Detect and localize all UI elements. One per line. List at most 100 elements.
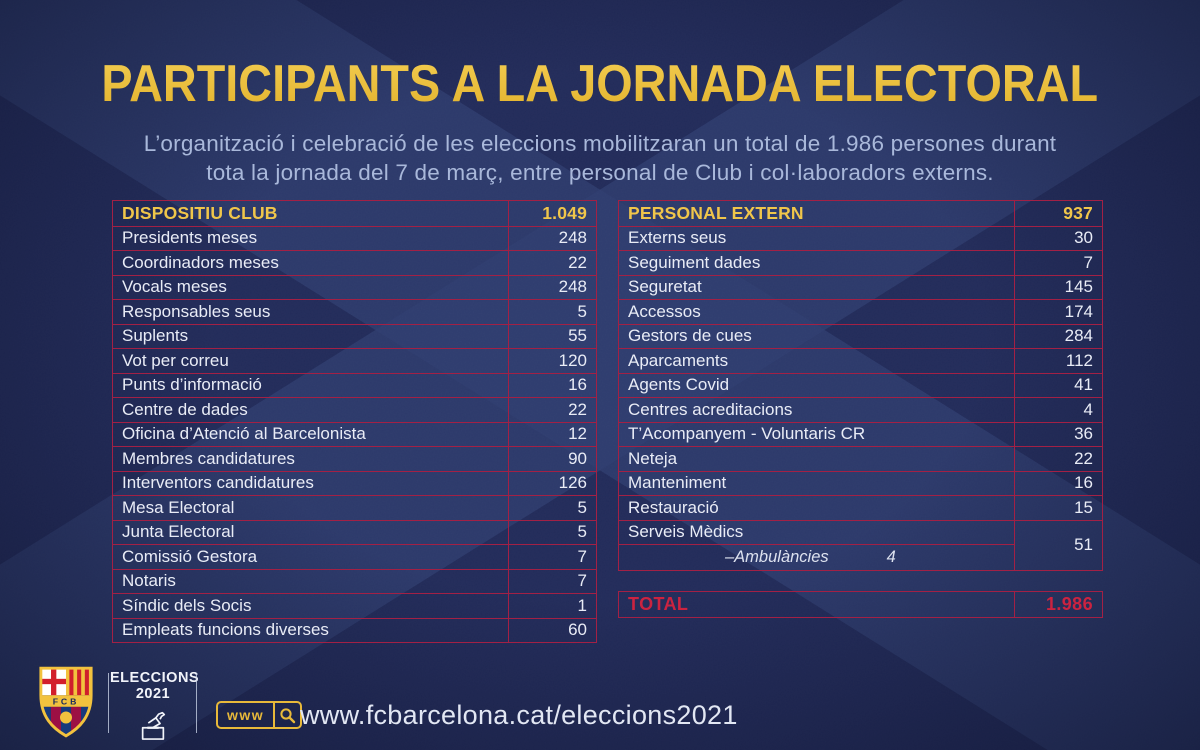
serveis-medics-label: Serveis Mèdics: [619, 521, 1014, 545]
row-label: Seguiment dades: [628, 252, 761, 272]
row-label: Responsables seus: [122, 301, 271, 321]
row-label: Mesa Electoral: [122, 497, 235, 517]
table-header-value: 937: [1014, 201, 1102, 226]
row-value: 22: [1014, 447, 1102, 471]
row-label: Comissió Gestora: [122, 546, 258, 566]
table-row: Manteniment 16: [619, 470, 1102, 495]
table-row: Agents Covid 41: [619, 372, 1102, 397]
row-value: 60: [508, 618, 596, 642]
table-row: Coordinadors meses 22: [113, 250, 596, 275]
row-label: Coordinadors meses: [122, 252, 279, 272]
table-personal-extern: PERSONAL EXTERN 937 Externs seus 30 Segu…: [618, 200, 1103, 571]
row-value: 7: [508, 545, 596, 569]
row-label: T’Acompanyem - Voluntaris CR: [628, 424, 866, 444]
row-value: 30: [1014, 226, 1102, 250]
eleccions-label: ELECCIONS: [110, 670, 200, 686]
table-row: Comissió Gestora 7: [113, 544, 596, 569]
footer-divider: [196, 673, 197, 733]
row-label: Oficina d’Atenció al Barcelonista: [122, 424, 366, 444]
table-header-row: DISPOSITIU CLUB 1.049: [113, 201, 596, 226]
serveis-medics-value: 51: [1014, 520, 1102, 570]
row-value: 5: [508, 496, 596, 520]
row-label: Manteniment: [628, 473, 727, 493]
row-label: Centres acreditacions: [628, 399, 793, 419]
row-label: Interventors candidatures: [122, 473, 314, 493]
row-value: 174: [1014, 300, 1102, 324]
table-row: Presidents meses 248: [113, 225, 596, 250]
table-body: Externs seus 30 Seguiment dades 7 Segure…: [619, 225, 1102, 520]
total-label: TOTAL: [628, 593, 689, 614]
row-label: Membres candidatures: [122, 448, 295, 468]
row-value: 22: [508, 251, 596, 275]
row-label: Seguretat: [628, 277, 702, 297]
table-row: Neteja 22: [619, 446, 1102, 471]
table-header-label: DISPOSITIU CLUB: [122, 202, 278, 223]
table-row: Centres acreditacions 4: [619, 397, 1102, 422]
row-value: 36: [1014, 422, 1102, 446]
elections-website-link[interactable]: www.fcbarcelona.cat/eleccions2021: [300, 700, 738, 730]
table-row: Gestors de cues 284: [619, 323, 1102, 348]
table-header-value: 1.049: [508, 201, 596, 226]
row-label: Presidents meses: [122, 228, 258, 248]
row-label: Suplents: [122, 326, 189, 346]
row-value: 7: [1014, 251, 1102, 275]
table-row: Mesa Electoral 5: [113, 495, 596, 520]
table-row: Accessos 174: [619, 299, 1102, 324]
footer-divider: [108, 673, 109, 733]
row-value: 22: [508, 398, 596, 422]
total-value: 1.986: [1014, 592, 1102, 617]
table-row: Síndic dels Socis 1: [113, 593, 596, 618]
row-value: 145: [1014, 275, 1102, 299]
row-label: Centre de dades: [122, 399, 248, 419]
row-value: 126: [508, 471, 596, 495]
serveis-medics-row: Serveis Mèdics –Ambulàncies 4 51: [619, 519, 1102, 570]
row-label: Síndic dels Socis: [122, 595, 252, 615]
table-row: Interventors candidatures 126: [113, 470, 596, 495]
table-row: Seguiment dades 7: [619, 250, 1102, 275]
table-row: Notaris 7: [113, 568, 596, 593]
row-value: 248: [508, 226, 596, 250]
table-row: Vot per correu 120: [113, 348, 596, 373]
row-value: 12: [508, 422, 596, 446]
ballot-box-icon: [141, 711, 166, 740]
ambulancies-label: –Ambulàncies: [725, 547, 829, 566]
table-row: Responsables seus 5: [113, 299, 596, 324]
row-value: 4: [1014, 398, 1102, 422]
row-value: 15: [1014, 496, 1102, 520]
row-label: Notaris: [122, 571, 176, 591]
row-value: 55: [508, 324, 596, 348]
www-badge-label: www: [227, 707, 265, 723]
table-body: Presidents meses 248 Coordinadors meses …: [113, 225, 596, 642]
eleccions-year: 2021: [135, 685, 171, 702]
table-dispositiu-club: DISPOSITIU CLUB 1.049 Presidents meses 2…: [112, 200, 597, 643]
ambulancies-subrow: –Ambulàncies 4: [619, 545, 1014, 570]
row-value: 16: [1014, 471, 1102, 495]
table-row: Externs seus 30: [619, 225, 1102, 250]
row-label: Vot per correu: [122, 350, 229, 370]
row-label: Agents Covid: [628, 375, 730, 395]
table-row: T’Acompanyem - Voluntaris CR 36: [619, 421, 1102, 446]
row-label: Neteja: [628, 448, 678, 468]
row-label: Aparcaments: [628, 350, 729, 370]
row-value: 90: [508, 447, 596, 471]
row-value: 112: [1014, 349, 1102, 373]
page-subtitle: L’organització i celebració de les elecc…: [0, 129, 1200, 187]
table-row: Junta Electoral 5: [113, 519, 596, 544]
table-header-row: PERSONAL EXTERN 937: [619, 201, 1102, 226]
subtitle-line-2: tota la jornada del 7 de març, entre per…: [206, 160, 994, 185]
row-label: Junta Electoral: [122, 522, 235, 542]
row-value: 5: [508, 300, 596, 324]
table-row: Restauració 15: [619, 495, 1102, 520]
eleccions-2021-block: ELECCIONS 2021: [110, 670, 200, 746]
www-badge: www: [216, 701, 303, 729]
table-row: Centre de dades 22: [113, 397, 596, 422]
row-label: Vocals meses: [122, 277, 227, 297]
total-row: TOTAL 1.986: [618, 591, 1103, 618]
table-row: Suplents 55: [113, 323, 596, 348]
row-label: Empleats funcions diverses: [122, 620, 329, 640]
table-row: Aparcaments 112: [619, 348, 1102, 373]
table-header-label: PERSONAL EXTERN: [628, 202, 804, 223]
row-label: Externs seus: [628, 228, 727, 248]
table-row: Oficina d’Atenció al Barcelonista 12: [113, 421, 596, 446]
